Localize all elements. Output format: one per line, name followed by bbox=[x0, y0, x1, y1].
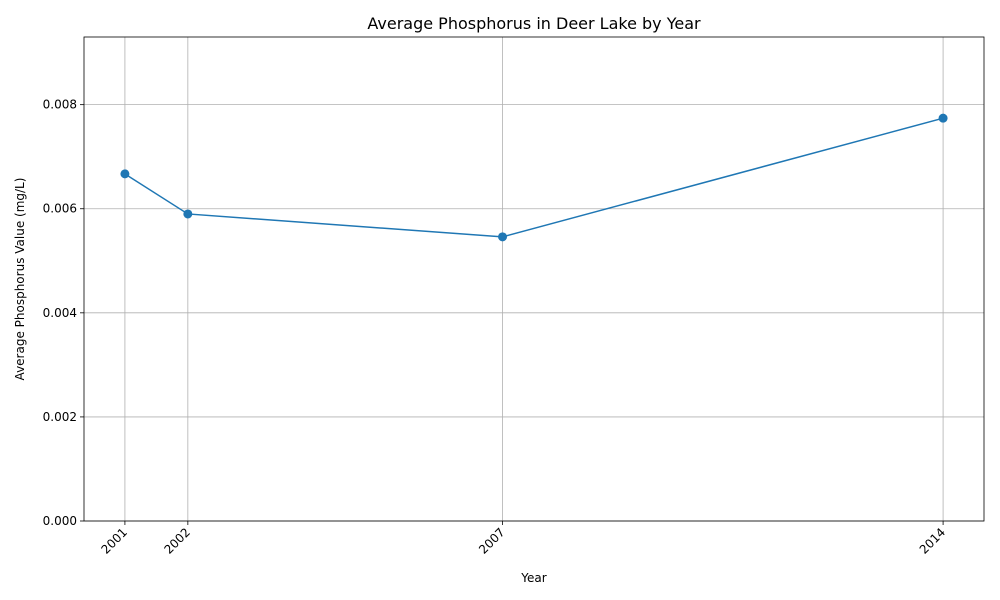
x-axis-label: Year bbox=[520, 571, 546, 585]
plot-frame bbox=[83, 36, 985, 522]
y-tick-label: 0.006 bbox=[43, 202, 77, 216]
data-point bbox=[498, 232, 508, 242]
y-tick-label: 0.008 bbox=[43, 98, 77, 112]
chart-title: Average Phosphorus in Deer Lake by Year bbox=[367, 14, 701, 33]
data-point bbox=[938, 113, 948, 123]
y-tick-label: 0.004 bbox=[43, 306, 77, 320]
series-line bbox=[124, 117, 944, 238]
grid bbox=[84, 37, 984, 522]
data-point bbox=[183, 209, 193, 219]
series-layer bbox=[120, 113, 948, 242]
y-tick-label: 0.000 bbox=[43, 514, 77, 528]
data-point bbox=[120, 169, 130, 179]
y-axis-label: Average Phosphorus Value (mg/L) bbox=[13, 178, 27, 381]
y-tick-label: 0.002 bbox=[43, 410, 77, 424]
